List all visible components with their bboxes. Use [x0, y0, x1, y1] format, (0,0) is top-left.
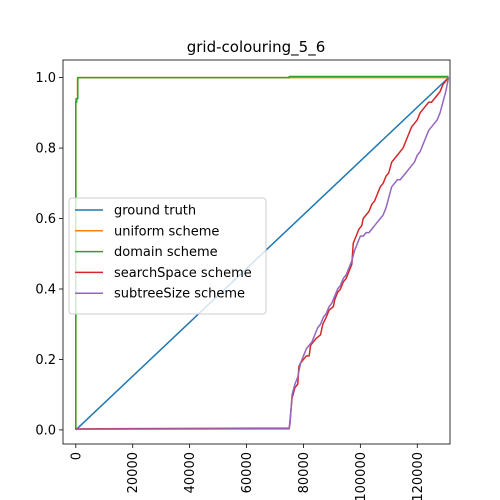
series-line-searchspace-scheme [75, 77, 450, 431]
legend-label: subtreeSize scheme [114, 287, 245, 302]
x-tick-label: 0 [69, 452, 84, 460]
chart-title: grid-colouring_5_6 [187, 38, 326, 57]
legend: ground truth uniform scheme domain scheme s… [68, 197, 267, 315]
legend-label: ground truth [114, 204, 196, 219]
axes-frame [62, 59, 451, 445]
y-tick-label: 0.0 [35, 423, 56, 438]
x-tick-label: 120000 [411, 452, 426, 500]
axes-layer: 0.0 0.2 0.4 0.6 0.8 1.0 0 20000 40000 60000 80000 1… [35, 59, 451, 500]
series-line-domain-scheme [75, 75, 449, 430]
legend-label: uniform scheme [114, 224, 219, 239]
series-line-subtreesize-scheme [75, 77, 450, 431]
legend-label: searchSpace scheme [114, 266, 252, 281]
y-tick-label: 0.8 [35, 142, 56, 157]
x-tick-label: 80000 [297, 452, 312, 493]
legend-label: domain scheme [114, 245, 218, 260]
y-tick-label: 0.4 [35, 282, 56, 297]
y-tick-label: 0.2 [35, 353, 56, 368]
legend-box [68, 197, 267, 315]
x-tick-label: 60000 [240, 452, 255, 493]
y-tick-label: 0.6 [35, 212, 56, 227]
x-tick-label: 100000 [354, 452, 369, 500]
x-tick-label: 40000 [183, 452, 198, 493]
x-tick-label: 20000 [126, 452, 141, 493]
y-tick-label: 1.0 [35, 71, 56, 86]
